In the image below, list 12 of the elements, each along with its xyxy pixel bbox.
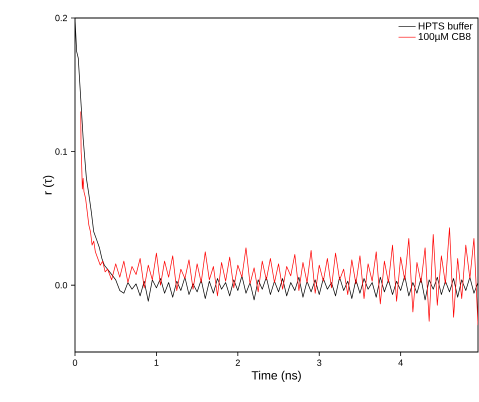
legend-label: 100µM CB8 [418,32,471,42]
y-tick-label: 0.2 [55,14,68,22]
x-tick-label: 3 [317,360,322,366]
y-axis-title: r (τ) [42,176,54,194]
x-tick-label: 4 [398,360,403,366]
legend-label: HPTS buffer [418,22,473,30]
x-axis-title: Time (ns) [252,370,301,382]
x-tick-label: 2 [236,360,240,366]
y-tick-label: 0.0 [55,282,68,288]
x-tick-label: 0 [72,360,78,366]
x-tick-label: 1 [154,360,158,366]
y-tick-label: 0.1 [55,148,68,155]
